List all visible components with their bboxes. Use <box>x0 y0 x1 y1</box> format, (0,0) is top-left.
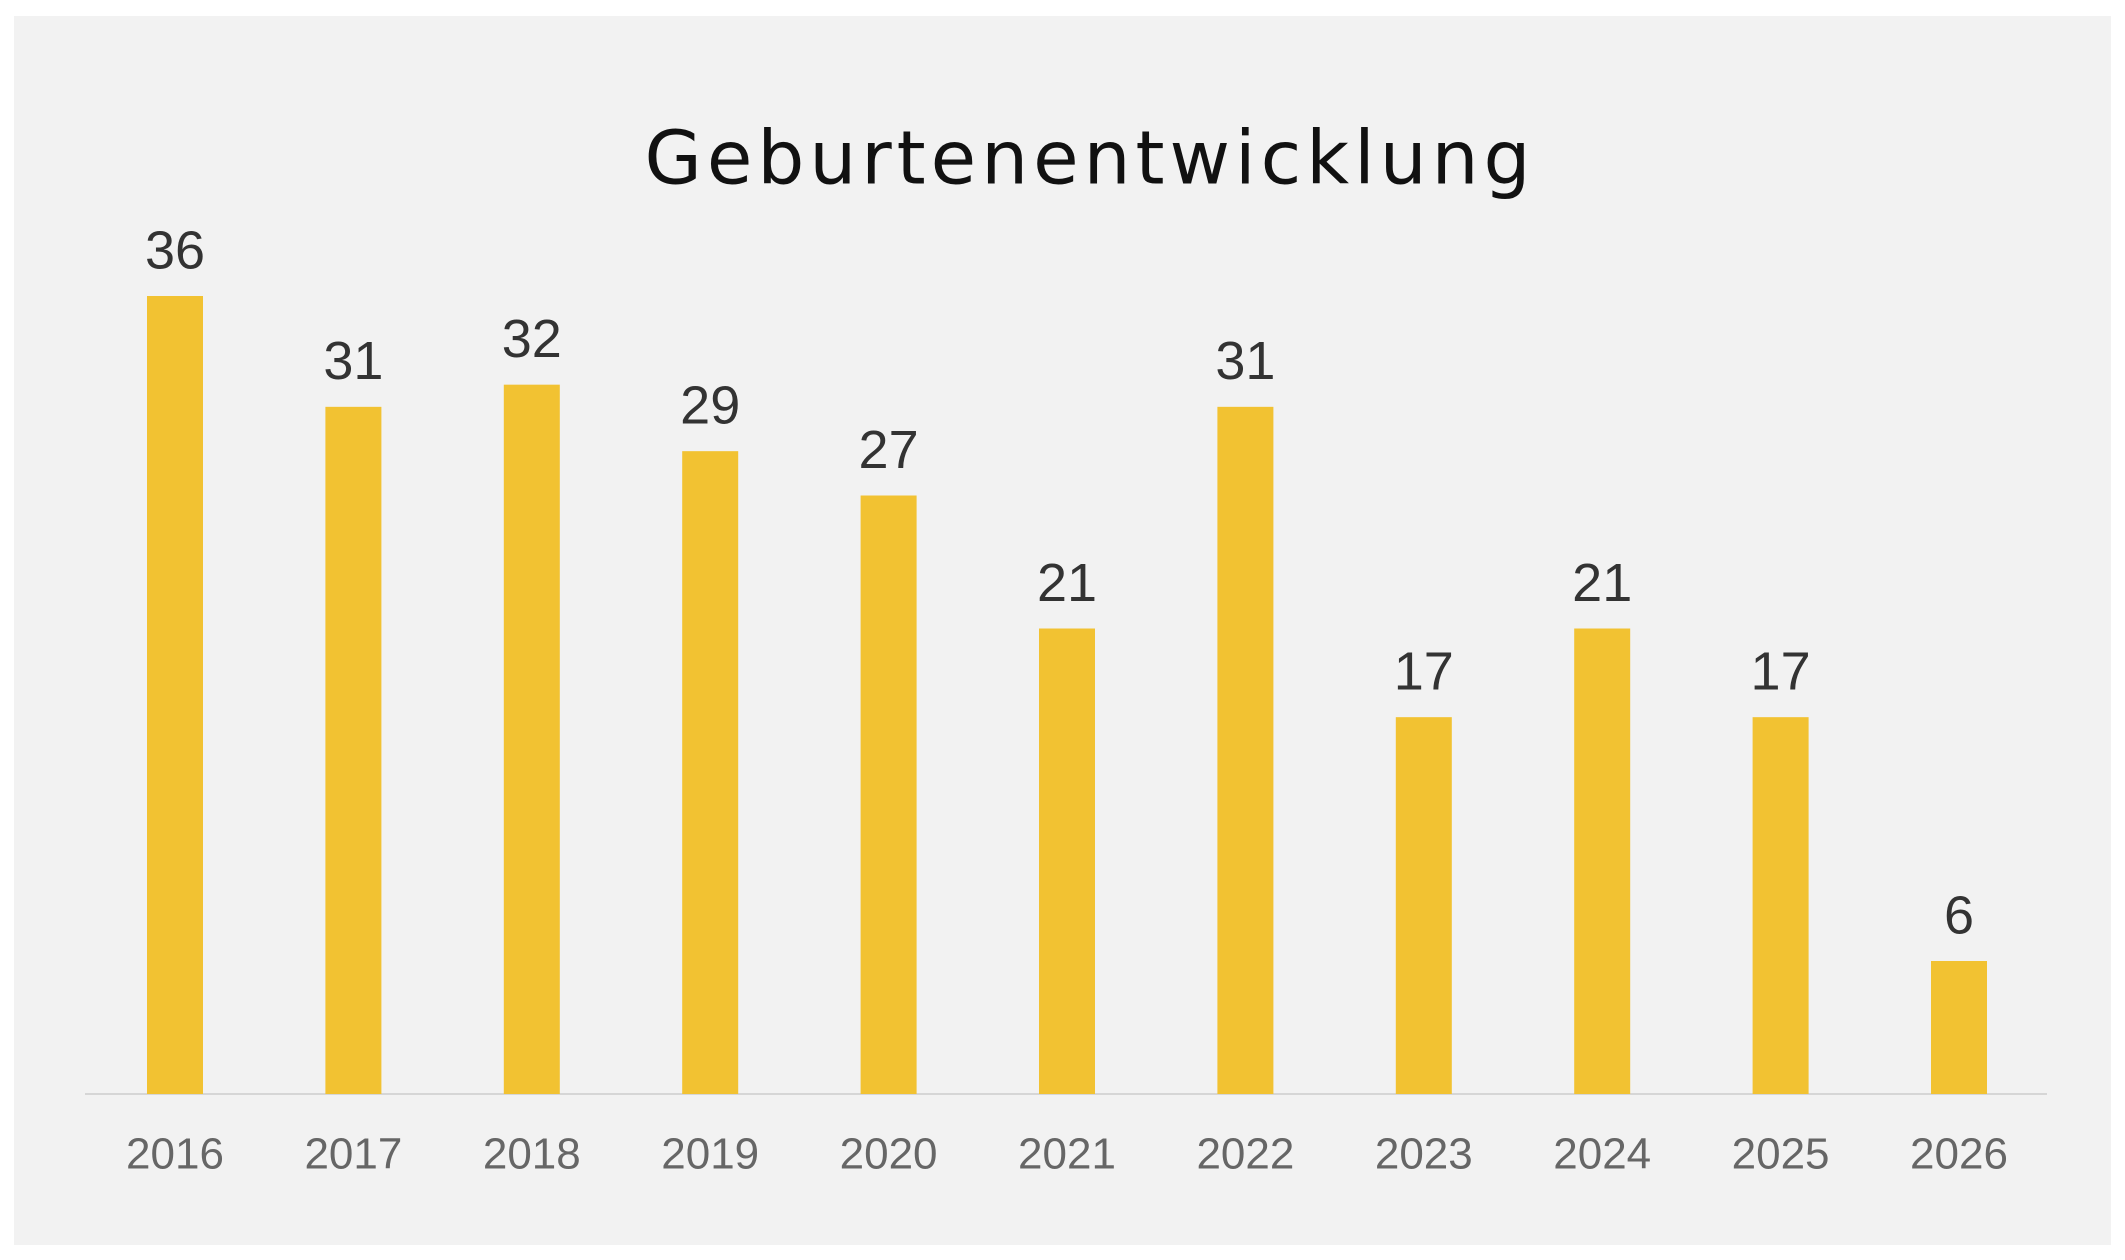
bar <box>325 406 382 1094</box>
value-label: 36 <box>145 220 205 280</box>
x-tick-label: 2026 <box>1910 1130 2008 1179</box>
bar <box>1574 628 1631 1094</box>
bar <box>503 384 560 1095</box>
value-label: 31 <box>323 331 383 391</box>
value-label: 21 <box>1572 553 1632 613</box>
x-tick-label: 2020 <box>840 1130 938 1179</box>
value-label: 17 <box>1751 641 1811 701</box>
x-tick-label: 2023 <box>1375 1130 1473 1179</box>
bar <box>682 451 739 1095</box>
bar <box>147 296 203 1094</box>
bar <box>1395 717 1452 1094</box>
value-label: 17 <box>1394 641 1454 701</box>
value-label: 32 <box>502 309 562 369</box>
bar <box>860 495 917 1094</box>
x-tick-label: 2018 <box>483 1130 581 1179</box>
bar <box>1217 406 1274 1094</box>
bar <box>1931 961 1987 1094</box>
value-label: 21 <box>1037 553 1097 613</box>
x-tick-label: 2017 <box>304 1130 402 1179</box>
bar <box>1039 628 1095 1094</box>
x-tick-label: 2019 <box>661 1130 759 1179</box>
x-tick-label: 2022 <box>1196 1130 1294 1179</box>
bar <box>1752 717 1809 1094</box>
value-label: 31 <box>1215 331 1275 391</box>
x-tick-label: 2016 <box>126 1130 224 1179</box>
value-label: 6 <box>1944 885 1974 945</box>
x-tick-label: 2021 <box>1018 1130 1116 1179</box>
value-label: 27 <box>859 420 919 480</box>
value-label: 29 <box>680 375 740 435</box>
x-tick-label: 2024 <box>1553 1130 1651 1179</box>
chart-title: Geburtenentwicklung <box>644 116 1535 202</box>
x-tick-label: 2025 <box>1732 1130 1830 1179</box>
